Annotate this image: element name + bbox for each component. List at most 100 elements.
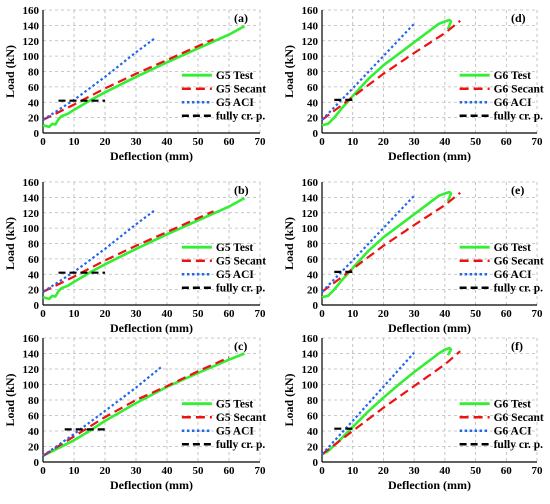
x-tick-label: 20 xyxy=(100,465,112,477)
y-axis-label: Load (kN) xyxy=(3,217,17,270)
series-line xyxy=(321,19,461,121)
legend-label: G5 ACI xyxy=(216,97,255,109)
y-tick-label: 100 xyxy=(302,223,319,235)
x-tick-label: 60 xyxy=(501,308,513,320)
y-tick-label: 80 xyxy=(307,239,319,251)
y-tick-label: 60 xyxy=(28,82,40,94)
x-tick-label: 70 xyxy=(255,136,267,148)
x-tick-label: 10 xyxy=(347,308,359,320)
y-tick-label: 160 xyxy=(23,333,40,345)
y-tick-label: 60 xyxy=(28,254,40,266)
y-tick-label: 20 xyxy=(28,113,40,125)
x-tick-label: 70 xyxy=(532,136,544,148)
legend-label: G6 Test xyxy=(494,70,532,82)
x-axis-label: Deflection (mm) xyxy=(388,321,471,335)
series-line xyxy=(321,351,415,456)
x-tick-label: 10 xyxy=(69,136,81,148)
x-tick-label: 30 xyxy=(409,465,421,477)
x-tick-label: 10 xyxy=(347,465,359,477)
legend-label: G5 Test xyxy=(216,399,254,411)
y-tick-label: 60 xyxy=(28,411,40,423)
x-tick-label: 50 xyxy=(193,308,205,320)
legend-label: G6 ACI xyxy=(494,97,533,109)
x-tick-label: 70 xyxy=(255,308,267,320)
y-tick-label: 20 xyxy=(28,442,40,454)
x-tick-label: 50 xyxy=(470,136,482,148)
y-tick-label: 100 xyxy=(23,51,40,63)
y-tick-label: 80 xyxy=(307,395,319,407)
x-tick-label: 50 xyxy=(470,308,482,320)
y-tick-label: 20 xyxy=(307,285,319,297)
x-tick-label: 50 xyxy=(470,465,482,477)
x-tick-label: 0 xyxy=(319,465,325,477)
y-tick-label: 140 xyxy=(302,192,319,204)
y-tick-label: 120 xyxy=(23,364,40,376)
legend-label: fully cr. p. xyxy=(494,111,544,123)
series-line xyxy=(42,356,230,457)
legend-label: G6 Test xyxy=(494,399,532,411)
y-axis-label: Load (kN) xyxy=(3,373,17,426)
x-tick-label: 30 xyxy=(409,308,421,320)
panel-label: (f) xyxy=(511,339,523,353)
y-tick-label: 80 xyxy=(28,395,40,407)
y-tick-label: 0 xyxy=(313,300,319,312)
y-tick-label: 0 xyxy=(34,128,40,140)
y-tick-label: 160 xyxy=(302,177,319,189)
y-tick-label: 40 xyxy=(28,97,40,109)
legend-label: G6 ACI xyxy=(494,269,533,281)
legend-label: fully cr. p. xyxy=(494,283,544,295)
y-axis-label: Load (kN) xyxy=(3,45,17,98)
series-line xyxy=(42,196,246,301)
legend-label: G6 ACI xyxy=(494,426,533,438)
panel-label: (e) xyxy=(511,183,524,197)
x-axis-label: Deflection (mm) xyxy=(388,149,471,163)
series-line xyxy=(42,38,214,121)
x-tick-label: 60 xyxy=(224,136,236,148)
x-tick-label: 60 xyxy=(501,465,513,477)
x-tick-label: 20 xyxy=(378,465,390,477)
y-tick-label: 160 xyxy=(302,333,319,345)
y-tick-label: 40 xyxy=(28,269,40,281)
series-line xyxy=(42,352,245,457)
x-tick-label: 40 xyxy=(162,308,174,320)
x-axis-label: Deflection (mm) xyxy=(110,478,193,492)
y-tick-label: 80 xyxy=(28,67,40,79)
y-axis-label: Load (kN) xyxy=(282,373,296,426)
y-tick-label: 160 xyxy=(23,177,40,189)
y-tick-label: 80 xyxy=(307,67,319,79)
chart-panel: 0 10 20 30 40 50 60 70020406080100120140160Defl… xyxy=(282,333,544,492)
x-tick-label: 20 xyxy=(100,308,112,320)
y-tick-label: 140 xyxy=(23,349,40,361)
legend-label: G6 Test xyxy=(494,242,532,254)
x-tick-label: 30 xyxy=(131,465,143,477)
legend-label: fully cr. p. xyxy=(216,283,266,295)
y-tick-label: 80 xyxy=(28,239,40,251)
y-tick-label: 0 xyxy=(313,128,319,140)
y-tick-label: 60 xyxy=(307,82,319,94)
series-line xyxy=(321,191,461,293)
x-axis-label: Deflection (mm) xyxy=(110,321,193,335)
chart-panel: 0 10 20 30 40 50 60 70020406080100120140160Defl… xyxy=(3,333,266,492)
chart-panel: 0 10 20 30 40 50 60 70020406080100120140160Defl… xyxy=(282,177,544,335)
panel-label: (b) xyxy=(234,183,249,197)
legend-label: G5 Secant xyxy=(216,256,266,268)
y-axis-label: Load (kN) xyxy=(282,217,296,270)
y-tick-label: 160 xyxy=(302,5,319,17)
y-tick-label: 60 xyxy=(307,411,319,423)
x-tick-label: 0 xyxy=(319,136,325,148)
x-tick-label: 30 xyxy=(131,308,143,320)
series-line xyxy=(321,18,453,127)
y-tick-label: 40 xyxy=(307,269,319,281)
y-tick-label: 100 xyxy=(302,380,319,392)
x-axis-label: Deflection (mm) xyxy=(110,149,193,163)
y-tick-label: 20 xyxy=(307,442,319,454)
y-tick-label: 0 xyxy=(34,457,40,469)
legend-label: fully cr. p. xyxy=(494,439,544,451)
x-tick-label: 20 xyxy=(378,308,390,320)
x-tick-label: 30 xyxy=(131,136,143,148)
x-tick-label: 60 xyxy=(501,136,513,148)
y-tick-label: 60 xyxy=(307,254,319,266)
chart-panel: 0 10 20 30 40 50 60 70020406080100120140160Defl… xyxy=(282,5,544,163)
x-tick-label: 0 xyxy=(40,465,46,477)
